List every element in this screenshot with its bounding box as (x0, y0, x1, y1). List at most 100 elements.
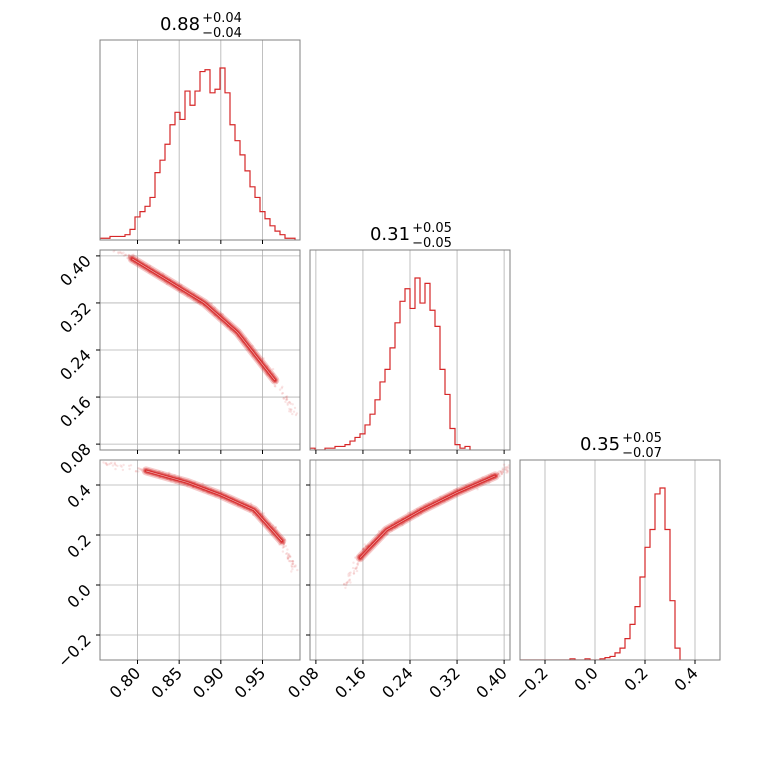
sample-point (288, 410, 291, 413)
sample-point (180, 284, 183, 287)
density-contour-highlight (359, 475, 496, 558)
sample-point (192, 298, 195, 302)
histogram-title: 0.31 (370, 224, 410, 245)
sample-point (349, 581, 352, 584)
sample-point (124, 253, 128, 256)
title-lower-error: −0.07 (622, 446, 662, 461)
sample-point (499, 474, 502, 478)
sample-point (271, 524, 275, 527)
sample-point (244, 337, 248, 340)
panel-border (99, 459, 301, 661)
sample-point (286, 556, 289, 559)
title-upper-error: +0.05 (412, 221, 452, 236)
sample-point (352, 561, 355, 564)
sample-point (214, 494, 217, 498)
sample-point (282, 543, 285, 547)
sample-point (116, 464, 119, 468)
y-tick-label: 0.2 (63, 530, 94, 561)
sample-point (287, 557, 290, 560)
sample-point (139, 467, 143, 471)
sample-point (291, 412, 294, 416)
density-layer (103, 243, 299, 417)
x-tick-label: 0.40 (472, 663, 511, 702)
sample-point (285, 398, 289, 401)
sample-point (249, 502, 253, 505)
sample-point (489, 473, 493, 476)
sample-point (105, 463, 109, 467)
sample-point (278, 543, 281, 546)
sample-point (285, 552, 289, 555)
sample-point (280, 392, 284, 395)
sample-point (361, 547, 364, 551)
sample-point (284, 398, 288, 401)
sample-point (174, 481, 177, 484)
density-contour (143, 467, 285, 544)
sample-point (117, 252, 120, 255)
sample-point (186, 484, 189, 488)
sample-point (502, 468, 505, 471)
sample-point (105, 243, 107, 245)
histogram-series (100, 67, 296, 240)
sample-point (180, 284, 183, 287)
sample-point (282, 397, 285, 400)
sample-point (345, 582, 348, 585)
sample-point (294, 565, 297, 568)
sample-point (115, 246, 117, 248)
sample-point (396, 518, 400, 522)
density-panel: 0.080.160.240.320.40 (56, 243, 301, 478)
sample-point (352, 572, 356, 575)
x-tick-label: 0.24 (378, 663, 417, 702)
sample-point (121, 468, 125, 472)
density-contour (145, 470, 283, 542)
sample-point (506, 469, 509, 473)
sample-point (353, 567, 357, 570)
sample-point (195, 300, 198, 303)
sample-point (110, 461, 113, 465)
sample-point (266, 365, 269, 368)
x-tick-label: −0.2 (511, 663, 552, 704)
sample-point (500, 472, 504, 476)
sample-point (504, 466, 507, 469)
sample-point (104, 462, 107, 465)
histogram-panel: 0.88 +0.04−0.04 (99, 11, 301, 244)
sample-point (110, 247, 112, 249)
sample-point (213, 306, 216, 309)
sample-point (490, 473, 493, 476)
sample-point (273, 384, 276, 388)
sample-point (504, 467, 507, 470)
sample-point (345, 583, 348, 587)
sample-point (291, 562, 295, 565)
sample-point (342, 583, 346, 586)
title-upper-error: +0.04 (202, 11, 242, 26)
sample-point (274, 526, 278, 529)
sample-point (497, 471, 500, 474)
sample-point (219, 312, 223, 316)
sample-point (283, 541, 286, 544)
sample-point (285, 396, 288, 399)
sample-point (354, 556, 357, 559)
sample-point (488, 481, 491, 484)
sample-point (364, 544, 368, 548)
sample-point (107, 463, 111, 466)
sample-point (505, 471, 508, 474)
sample-point (126, 256, 129, 260)
sample-point (274, 526, 277, 529)
sample-point (455, 488, 458, 491)
x-tick-label: 0.08 (284, 663, 323, 702)
sample-point (356, 562, 359, 566)
sample-point (351, 566, 355, 570)
sample-point (103, 246, 105, 248)
panel-border (519, 459, 721, 661)
sample-point (114, 247, 116, 249)
sample-point (501, 470, 505, 474)
sample-point (356, 563, 360, 567)
sample-point (291, 562, 295, 565)
sample-point (284, 400, 287, 404)
x-tick-label: 0.2 (620, 663, 651, 694)
histogram-title: 0.35 (580, 434, 620, 455)
y-tick-label: 0.24 (56, 345, 95, 384)
sample-point (362, 547, 365, 550)
sample-point (169, 480, 173, 483)
